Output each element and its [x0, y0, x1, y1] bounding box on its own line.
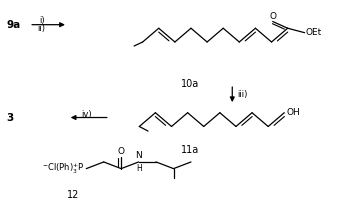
- Text: OH: OH: [287, 108, 300, 117]
- Text: i): i): [39, 16, 44, 25]
- Text: ii): ii): [38, 24, 45, 33]
- Text: $^{-}$Cl(Ph)$_{3}^{+}$P: $^{-}$Cl(Ph)$_{3}^{+}$P: [42, 161, 85, 176]
- Text: 10a: 10a: [181, 79, 200, 89]
- Text: O: O: [118, 147, 125, 156]
- Text: H: H: [136, 164, 142, 173]
- Text: 3: 3: [7, 113, 14, 122]
- Text: iii): iii): [237, 91, 248, 100]
- Text: 9a: 9a: [7, 20, 21, 30]
- Text: 12: 12: [67, 190, 79, 200]
- Text: 11a: 11a: [181, 145, 200, 155]
- Text: O: O: [269, 12, 276, 21]
- Text: N: N: [135, 151, 142, 160]
- Text: iv): iv): [81, 110, 92, 119]
- Text: OEt: OEt: [306, 28, 322, 37]
